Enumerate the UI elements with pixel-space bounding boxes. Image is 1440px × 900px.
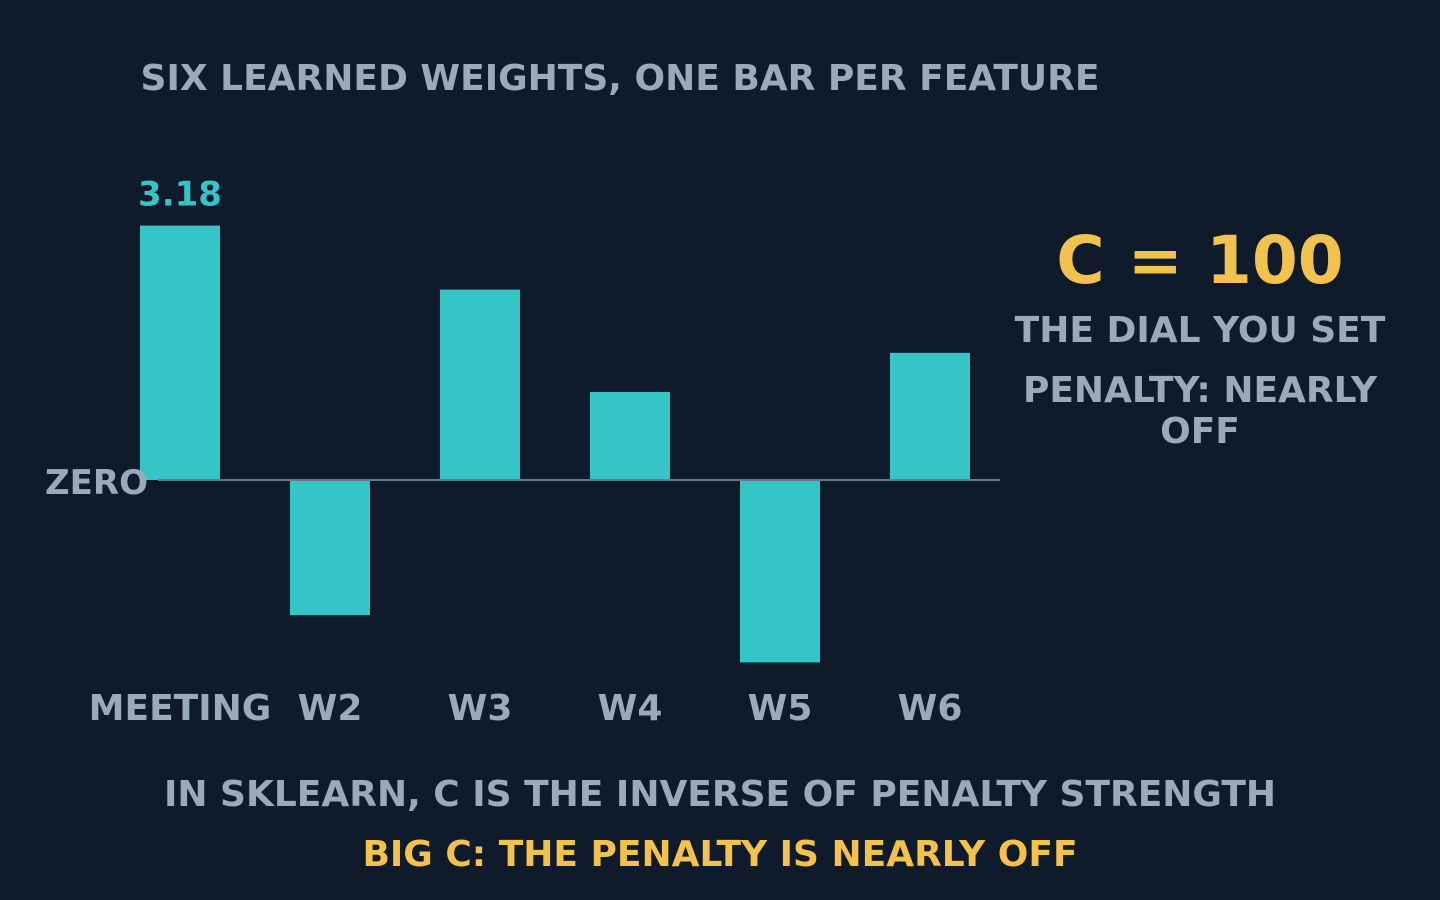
dial-caption: THE DIAL YOU SET bbox=[1014, 310, 1386, 351]
bar-w3 bbox=[440, 289, 520, 480]
category-label-w5: W5 bbox=[748, 688, 813, 729]
bar-w4 bbox=[590, 392, 670, 480]
category-label-meeting: MEETING bbox=[89, 688, 272, 729]
bar-meeting bbox=[140, 225, 220, 480]
bar-w2 bbox=[290, 480, 370, 616]
footer-line-1: IN SKLEARN, C IS THE INVERSE OF PENALTY … bbox=[163, 774, 1277, 815]
zero-label: ZERO bbox=[45, 463, 148, 503]
bar-w5 bbox=[740, 480, 820, 663]
category-label-w2: W2 bbox=[298, 688, 363, 729]
bar-chart: MEETING 3.18 W2 W3 W4 W5 W6 ZERO bbox=[45, 175, 1000, 729]
penalty-caption: PENALTY: NEARLY OFF bbox=[1022, 370, 1378, 452]
footer-line-2: BIG C: THE PENALTY IS NEARLY OFF bbox=[362, 834, 1078, 875]
category-label-w4: W4 bbox=[598, 688, 663, 729]
category-label-w3: W3 bbox=[448, 688, 513, 729]
data-label-meeting: 3.18 bbox=[138, 175, 222, 215]
bar-w6 bbox=[890, 352, 970, 480]
chart-title: SIX LEARNED WEIGHTS, ONE BAR PER FEATURE bbox=[140, 58, 1100, 99]
c-value: C = 100 bbox=[1056, 222, 1344, 299]
category-label-w6: W6 bbox=[898, 688, 963, 729]
